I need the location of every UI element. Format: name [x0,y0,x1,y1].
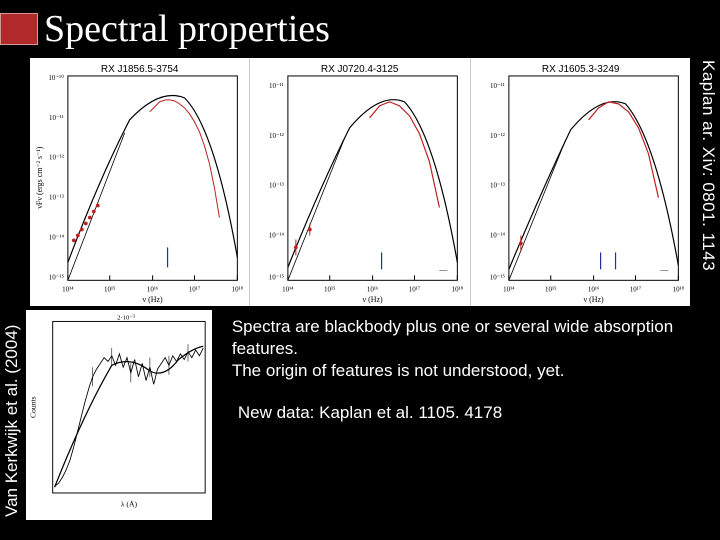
title-accent-bar [0,13,38,45]
svg-text:10⁻¹¹: 10⁻¹¹ [49,114,64,122]
svg-text:10¹⁴: 10¹⁴ [503,285,515,293]
svg-text:10¹⁸: 10¹⁸ [232,285,244,293]
svg-text:10¹⁷: 10¹⁷ [409,285,421,293]
slide-title: Spectral properties [44,7,330,51]
svg-text:10¹⁴: 10¹⁴ [282,285,294,293]
body-line2: The origin of features is not understood… [232,361,565,380]
svg-text:10¹⁸: 10¹⁸ [672,285,684,293]
svg-text:ν (Hz): ν (Hz) [583,295,604,304]
svg-text:10⁻¹³: 10⁻¹³ [490,182,505,190]
title-row: Spectral properties [0,0,720,58]
svg-text:RX J0720.4-3125: RX J0720.4-3125 [321,64,399,75]
svg-text:10¹⁶: 10¹⁶ [367,285,379,293]
svg-text:10¹⁶: 10¹⁶ [147,285,159,293]
svg-text:10⁻¹⁵: 10⁻¹⁵ [489,273,505,281]
svg-text:10⁻¹⁴: 10⁻¹⁴ [489,231,505,239]
svg-text:10¹⁷: 10¹⁷ [629,285,641,293]
svg-text:10⁻¹⁵: 10⁻¹⁵ [269,273,285,281]
panel-rxj0720: RX J0720.4-3125 10¹⁴ 10¹⁵ 10¹⁶ 10¹⁷ 10¹⁸… [250,58,470,306]
svg-text:λ (Å): λ (Å) [121,499,138,508]
svg-text:10¹⁵: 10¹⁵ [545,285,557,293]
panel-title: RX J1856.5-3754 [101,64,179,75]
svg-text:RX J1605.3-3249: RX J1605.3-3249 [542,64,620,75]
svg-text:10⁻¹⁵: 10⁻¹⁵ [49,273,65,281]
svg-text:10⁻¹⁴: 10⁻¹⁴ [269,231,285,239]
svg-text:10¹⁶: 10¹⁶ [588,285,600,293]
citation-right: Kaplan ar. Xiv: 0801. 1143 [698,60,718,271]
svg-text:10¹⁵: 10¹⁵ [324,285,336,293]
svg-text:Counts: Counts [29,396,38,418]
svg-text:10⁻¹¹: 10⁻¹¹ [269,82,284,90]
svg-text:10⁻¹²: 10⁻¹² [490,132,505,140]
xlabel: ν (Hz) [143,295,164,304]
svg-text:10⁻¹²: 10⁻¹² [49,154,64,162]
svg-text:10⁻¹³: 10⁻¹³ [49,194,64,202]
svg-text:10⁻¹²: 10⁻¹² [269,132,284,140]
body-text: Spectra are blackbody plus one or severa… [232,310,720,532]
panel-rxj1856: RX J1856.5-3754 10¹⁴ 10¹⁵ 10¹⁶ 10¹⁷ 10¹⁸ [30,58,250,306]
svg-text:2·10⁻³: 2·10⁻³ [117,315,135,322]
svg-text:—: — [439,265,449,274]
svg-text:ν (Hz): ν (Hz) [363,295,384,304]
svg-text:10⁻¹⁴: 10⁻¹⁴ [49,233,65,241]
ylabel: νFν (ergs cm⁻² s⁻¹) [35,146,44,208]
svg-text:10¹⁸: 10¹⁸ [452,285,464,293]
svg-text:—: — [659,265,669,274]
body-line1: Spectra are blackbody plus one or severa… [232,317,673,358]
citation-left: Van Kerkwijk et al. (2004) [0,310,24,532]
svg-text:10⁻¹⁰: 10⁻¹⁰ [48,74,64,82]
svg-text:10¹⁴: 10¹⁴ [62,285,74,293]
plot-vankerkwijk: λ (Å) Counts 2·10⁻³ [26,310,212,520]
panel-rxj1605: RX J1605.3-3249 10¹⁴ 10¹⁵ 10¹⁶ 10¹⁷ 10¹⁸… [471,58,690,306]
svg-text:10⁻¹³: 10⁻¹³ [269,182,284,190]
svg-text:10¹⁵: 10¹⁵ [104,285,116,293]
svg-text:10¹⁷: 10¹⁷ [189,285,201,293]
spectra-panels: RX J1856.5-3754 10¹⁴ 10¹⁵ 10¹⁶ 10¹⁷ 10¹⁸ [30,58,690,306]
body-line3: New data: Kaplan et al. 1105. 4178 [232,402,720,424]
svg-text:10⁻¹¹: 10⁻¹¹ [490,82,505,90]
